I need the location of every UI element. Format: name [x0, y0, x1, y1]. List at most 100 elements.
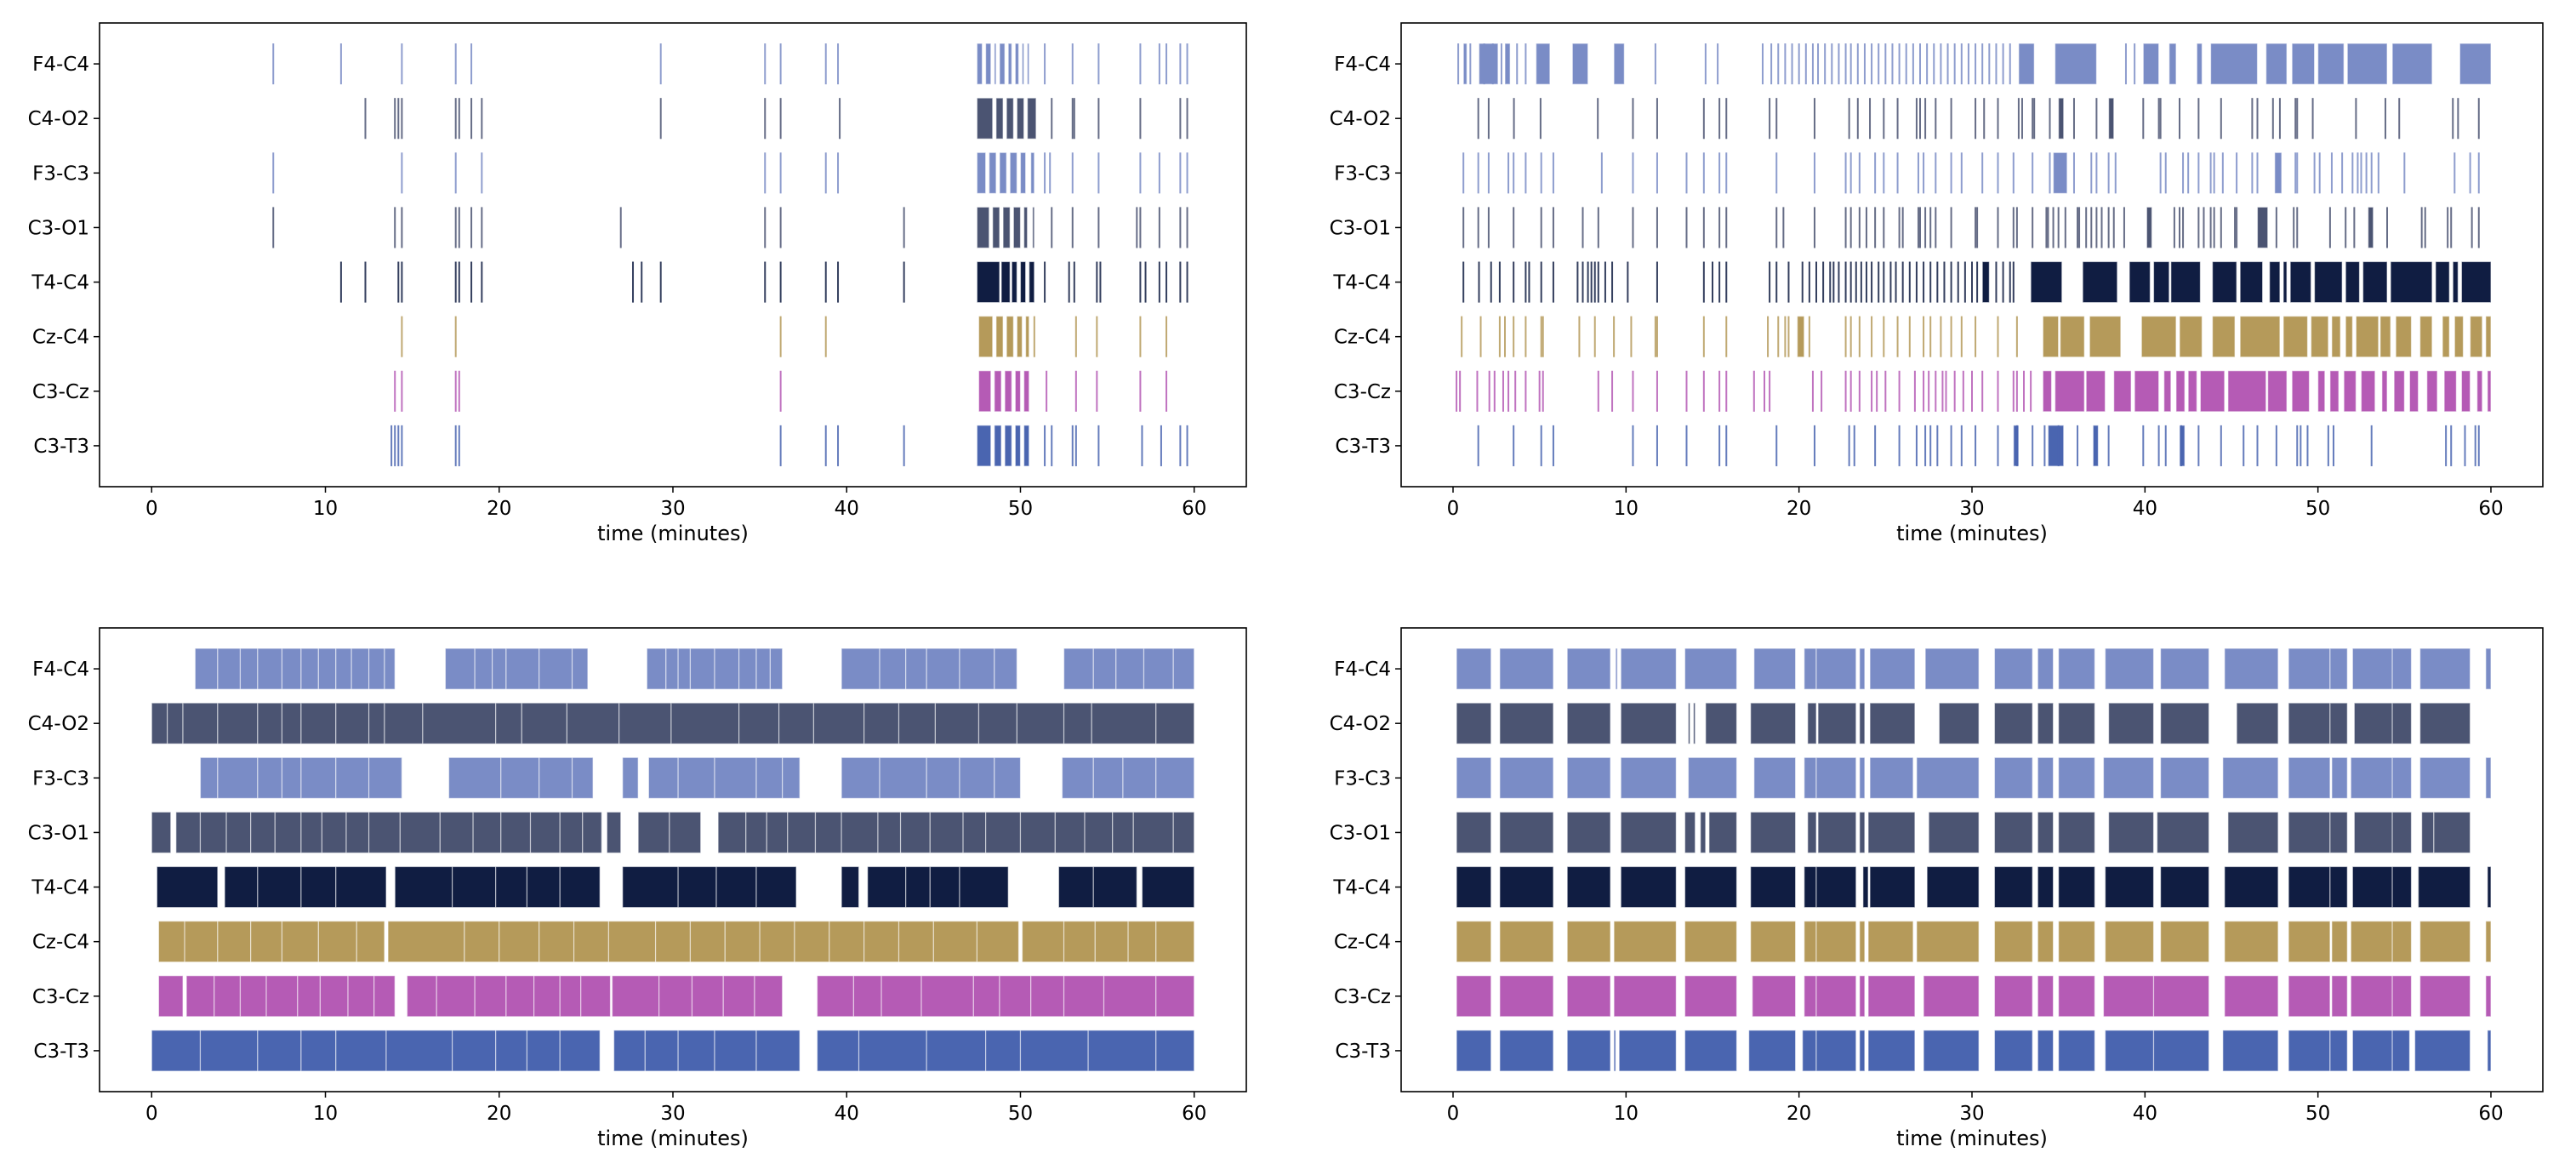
- event-mark: [1971, 261, 1973, 303]
- event-mark: [1702, 98, 1705, 140]
- interval-mark: [1752, 975, 1797, 1018]
- interval-mark: [2288, 647, 2331, 690]
- event-mark: [1950, 261, 1952, 303]
- event-mark: [1139, 152, 1142, 194]
- event-mark: [1988, 43, 1991, 85]
- y-tick-label: C4-O2: [1330, 108, 1391, 130]
- interval-mark: [1566, 702, 1611, 744]
- event-mark: [2327, 425, 2329, 466]
- interval-mark: [185, 975, 215, 1018]
- event-mark: [2020, 98, 2023, 140]
- event-mark: [1782, 207, 1785, 248]
- event-mark: [779, 370, 782, 412]
- interval-mark: [1993, 647, 2033, 690]
- interval-mark: [613, 1030, 646, 1072]
- interval-mark: [1499, 756, 1554, 799]
- interval-mark: [677, 647, 692, 690]
- interval-mark: [217, 756, 259, 799]
- interval-mark: [2222, 756, 2279, 799]
- interval-mark: [1705, 702, 1738, 744]
- event-mark: [1654, 43, 1656, 85]
- event-mark: [1540, 152, 1542, 194]
- event-mark: [454, 316, 457, 357]
- event-mark: [1632, 370, 1634, 412]
- interval-mark: [2288, 702, 2331, 744]
- interval-mark: [1499, 865, 1554, 909]
- event-mark: [394, 425, 396, 466]
- y-tick-label: F4-C4: [1334, 54, 1391, 76]
- event-mark: [454, 98, 457, 140]
- interval-mark: [2058, 811, 2095, 854]
- interval-mark: [1613, 43, 1625, 85]
- interval-mark: [495, 1030, 528, 1072]
- event-mark: [1597, 370, 1599, 412]
- interval-mark: [373, 975, 396, 1018]
- event-mark: [1044, 425, 1046, 466]
- interval-mark: [2104, 1030, 2155, 1072]
- event-mark: [1863, 43, 1866, 85]
- interval-mark: [157, 921, 185, 963]
- x-tick-label: 40: [2133, 1103, 2157, 1125]
- event-mark: [454, 261, 457, 303]
- interval-mark: [2476, 370, 2483, 413]
- event-mark: [2012, 152, 2015, 194]
- event-mark: [1165, 370, 1168, 412]
- event-mark: [824, 261, 827, 303]
- interval-mark: [829, 921, 865, 963]
- event-mark: [1656, 425, 1658, 466]
- event-mark: [2221, 152, 2224, 194]
- interval-mark: [2331, 316, 2341, 358]
- interval-mark: [2037, 702, 2055, 744]
- interval-mark: [689, 921, 726, 963]
- event-mark: [1096, 370, 1098, 412]
- event-mark: [1542, 316, 1544, 357]
- interval-mark: [2353, 702, 2393, 744]
- interval-mark: [281, 756, 302, 799]
- interval-mark: [879, 647, 907, 690]
- interval-mark: [257, 702, 283, 744]
- event-mark: [1656, 316, 1658, 357]
- interval-mark: [2082, 260, 2118, 304]
- series-Cz-C4: [1461, 316, 2492, 358]
- interval-mark: [2391, 702, 2413, 744]
- interval-mark: [929, 865, 960, 909]
- interval-mark: [167, 702, 184, 744]
- interval-mark: [714, 1030, 757, 1072]
- event-mark: [1908, 261, 1911, 303]
- event-mark: [2213, 207, 2215, 248]
- interval-mark: [994, 370, 1002, 413]
- event-mark: [2256, 425, 2259, 466]
- interval-mark: [2310, 316, 2329, 358]
- event-mark: [1593, 261, 1596, 303]
- interval-mark: [571, 756, 594, 799]
- event-mark: [779, 43, 782, 85]
- interval-mark: [994, 43, 997, 85]
- event-mark: [2023, 370, 2025, 412]
- event-mark: [1632, 207, 1634, 248]
- interval-mark: [1981, 260, 1990, 304]
- event-mark: [1935, 370, 1937, 412]
- interval-mark: [1019, 1030, 1089, 1072]
- interval-mark: [2037, 756, 2055, 799]
- event-mark: [1924, 98, 1927, 140]
- interval-mark: [1693, 702, 1696, 744]
- event-mark: [2332, 425, 2334, 466]
- event-mark: [1945, 370, 1947, 412]
- y-tick-label: Cz-C4: [1334, 932, 1391, 954]
- event-mark: [2197, 152, 2200, 194]
- event-mark: [1725, 98, 1728, 140]
- event-mark: [1769, 98, 1771, 140]
- series-C3-O1: [1456, 811, 2471, 854]
- event-mark: [1811, 43, 1814, 85]
- event-mark: [2457, 98, 2459, 140]
- event-mark: [1997, 207, 1999, 248]
- event-mark: [339, 261, 342, 303]
- interval-mark: [257, 647, 283, 690]
- interval-mark: [1938, 702, 1980, 744]
- event-mark: [1770, 43, 1773, 85]
- interval-mark: [1456, 702, 1492, 744]
- interval-mark: [199, 1030, 259, 1072]
- event-mark: [1769, 261, 1771, 303]
- interval-mark: [319, 975, 349, 1018]
- interval-mark: [1004, 425, 1012, 467]
